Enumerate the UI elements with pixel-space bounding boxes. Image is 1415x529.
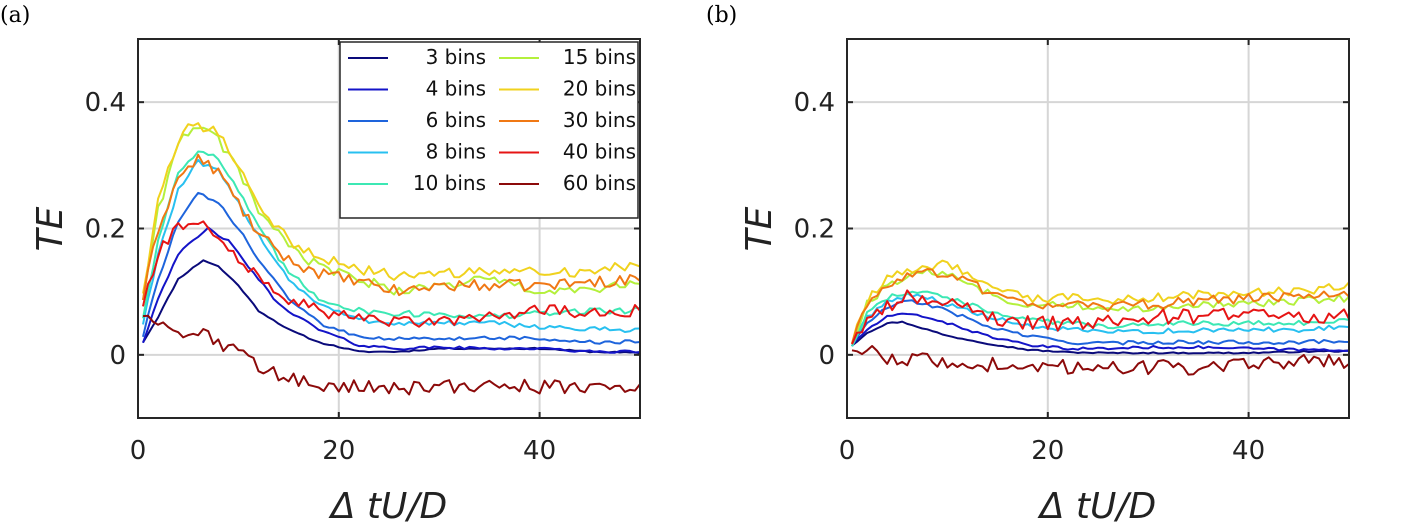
- x-tick-label: 20: [322, 436, 355, 466]
- x-tick-label: 20: [1031, 436, 1064, 466]
- legend-label: 4 bins: [426, 77, 486, 101]
- panel-b-ticks: 0 20 40 0 0.2 0.4: [794, 39, 1349, 466]
- series-line-30-bins: [142, 153, 641, 301]
- x-tick-label: 0: [130, 436, 147, 466]
- panel-b: (b) 0 20 40 0 0.2 0.4 Δ tU/D TE: [706, 3, 1350, 527]
- legend-label: 40 bins: [563, 140, 636, 164]
- series-line-40-bins: [851, 289, 1350, 345]
- legend-label: 15 bins: [563, 45, 636, 69]
- y-tick-label: 0: [818, 341, 835, 371]
- panel-a: (a) 0 20 40 0 0.2 0.4 Δ tU/D TE 3 bins 4 bins 6…: [0, 3, 641, 527]
- series-line-60-bins: [851, 345, 1350, 376]
- series-line-10-bins: [142, 150, 641, 320]
- series-line-60-bins: [142, 314, 641, 396]
- series-line-8-bins: [851, 292, 1350, 347]
- panel-a-label: (a): [0, 3, 30, 28]
- series-line-30-bins: [851, 268, 1350, 344]
- panel-a-x-axis-title: Δ tU/D: [328, 486, 447, 527]
- x-tick-label: 0: [839, 436, 856, 466]
- legend: 3 bins 4 bins 6 bins 8 bins 10 bins 15 bins 20…: [339, 41, 639, 219]
- panel-b-y-axis-title: TE: [739, 206, 780, 251]
- legend-label: 30 bins: [563, 108, 636, 132]
- panel-a-y-axis-title: TE: [30, 206, 71, 251]
- panel-b-series: [851, 259, 1350, 376]
- series-line-6-bins: [142, 191, 641, 345]
- panel-b-label: (b): [706, 3, 737, 28]
- series-line-20-bins: [142, 122, 641, 294]
- series-line-40-bins: [142, 220, 641, 328]
- x-tick-label: 40: [1232, 436, 1265, 466]
- y-tick-label: 0.4: [85, 88, 126, 118]
- y-tick-label: 0.2: [85, 215, 126, 245]
- legend-label: 6 bins: [426, 108, 486, 132]
- y-tick-label: 0: [109, 341, 126, 371]
- legend-label: 60 bins: [563, 171, 636, 195]
- legend-label: 3 bins: [426, 45, 486, 69]
- legend-label: 10 bins: [413, 171, 486, 195]
- panel-a-series: [142, 122, 641, 396]
- y-tick-label: 0.4: [794, 88, 835, 118]
- panel-b-x-axis-title: Δ tU/D: [1037, 486, 1156, 527]
- x-tick-label: 40: [523, 436, 556, 466]
- series-line-6-bins: [851, 299, 1350, 347]
- legend-box: [339, 41, 639, 219]
- panel-a-ticks: 0 20 40 0 0.2 0.4: [85, 39, 640, 466]
- legend-label: 8 bins: [426, 140, 486, 164]
- y-tick-label: 0.2: [794, 215, 835, 245]
- series-line-10-bins: [851, 290, 1350, 347]
- legend-label: 20 bins: [563, 77, 636, 101]
- series-line-15-bins: [142, 126, 641, 301]
- series-line-4-bins: [851, 312, 1350, 352]
- series-line-3-bins: [851, 320, 1350, 355]
- series-line-4-bins: [142, 226, 641, 354]
